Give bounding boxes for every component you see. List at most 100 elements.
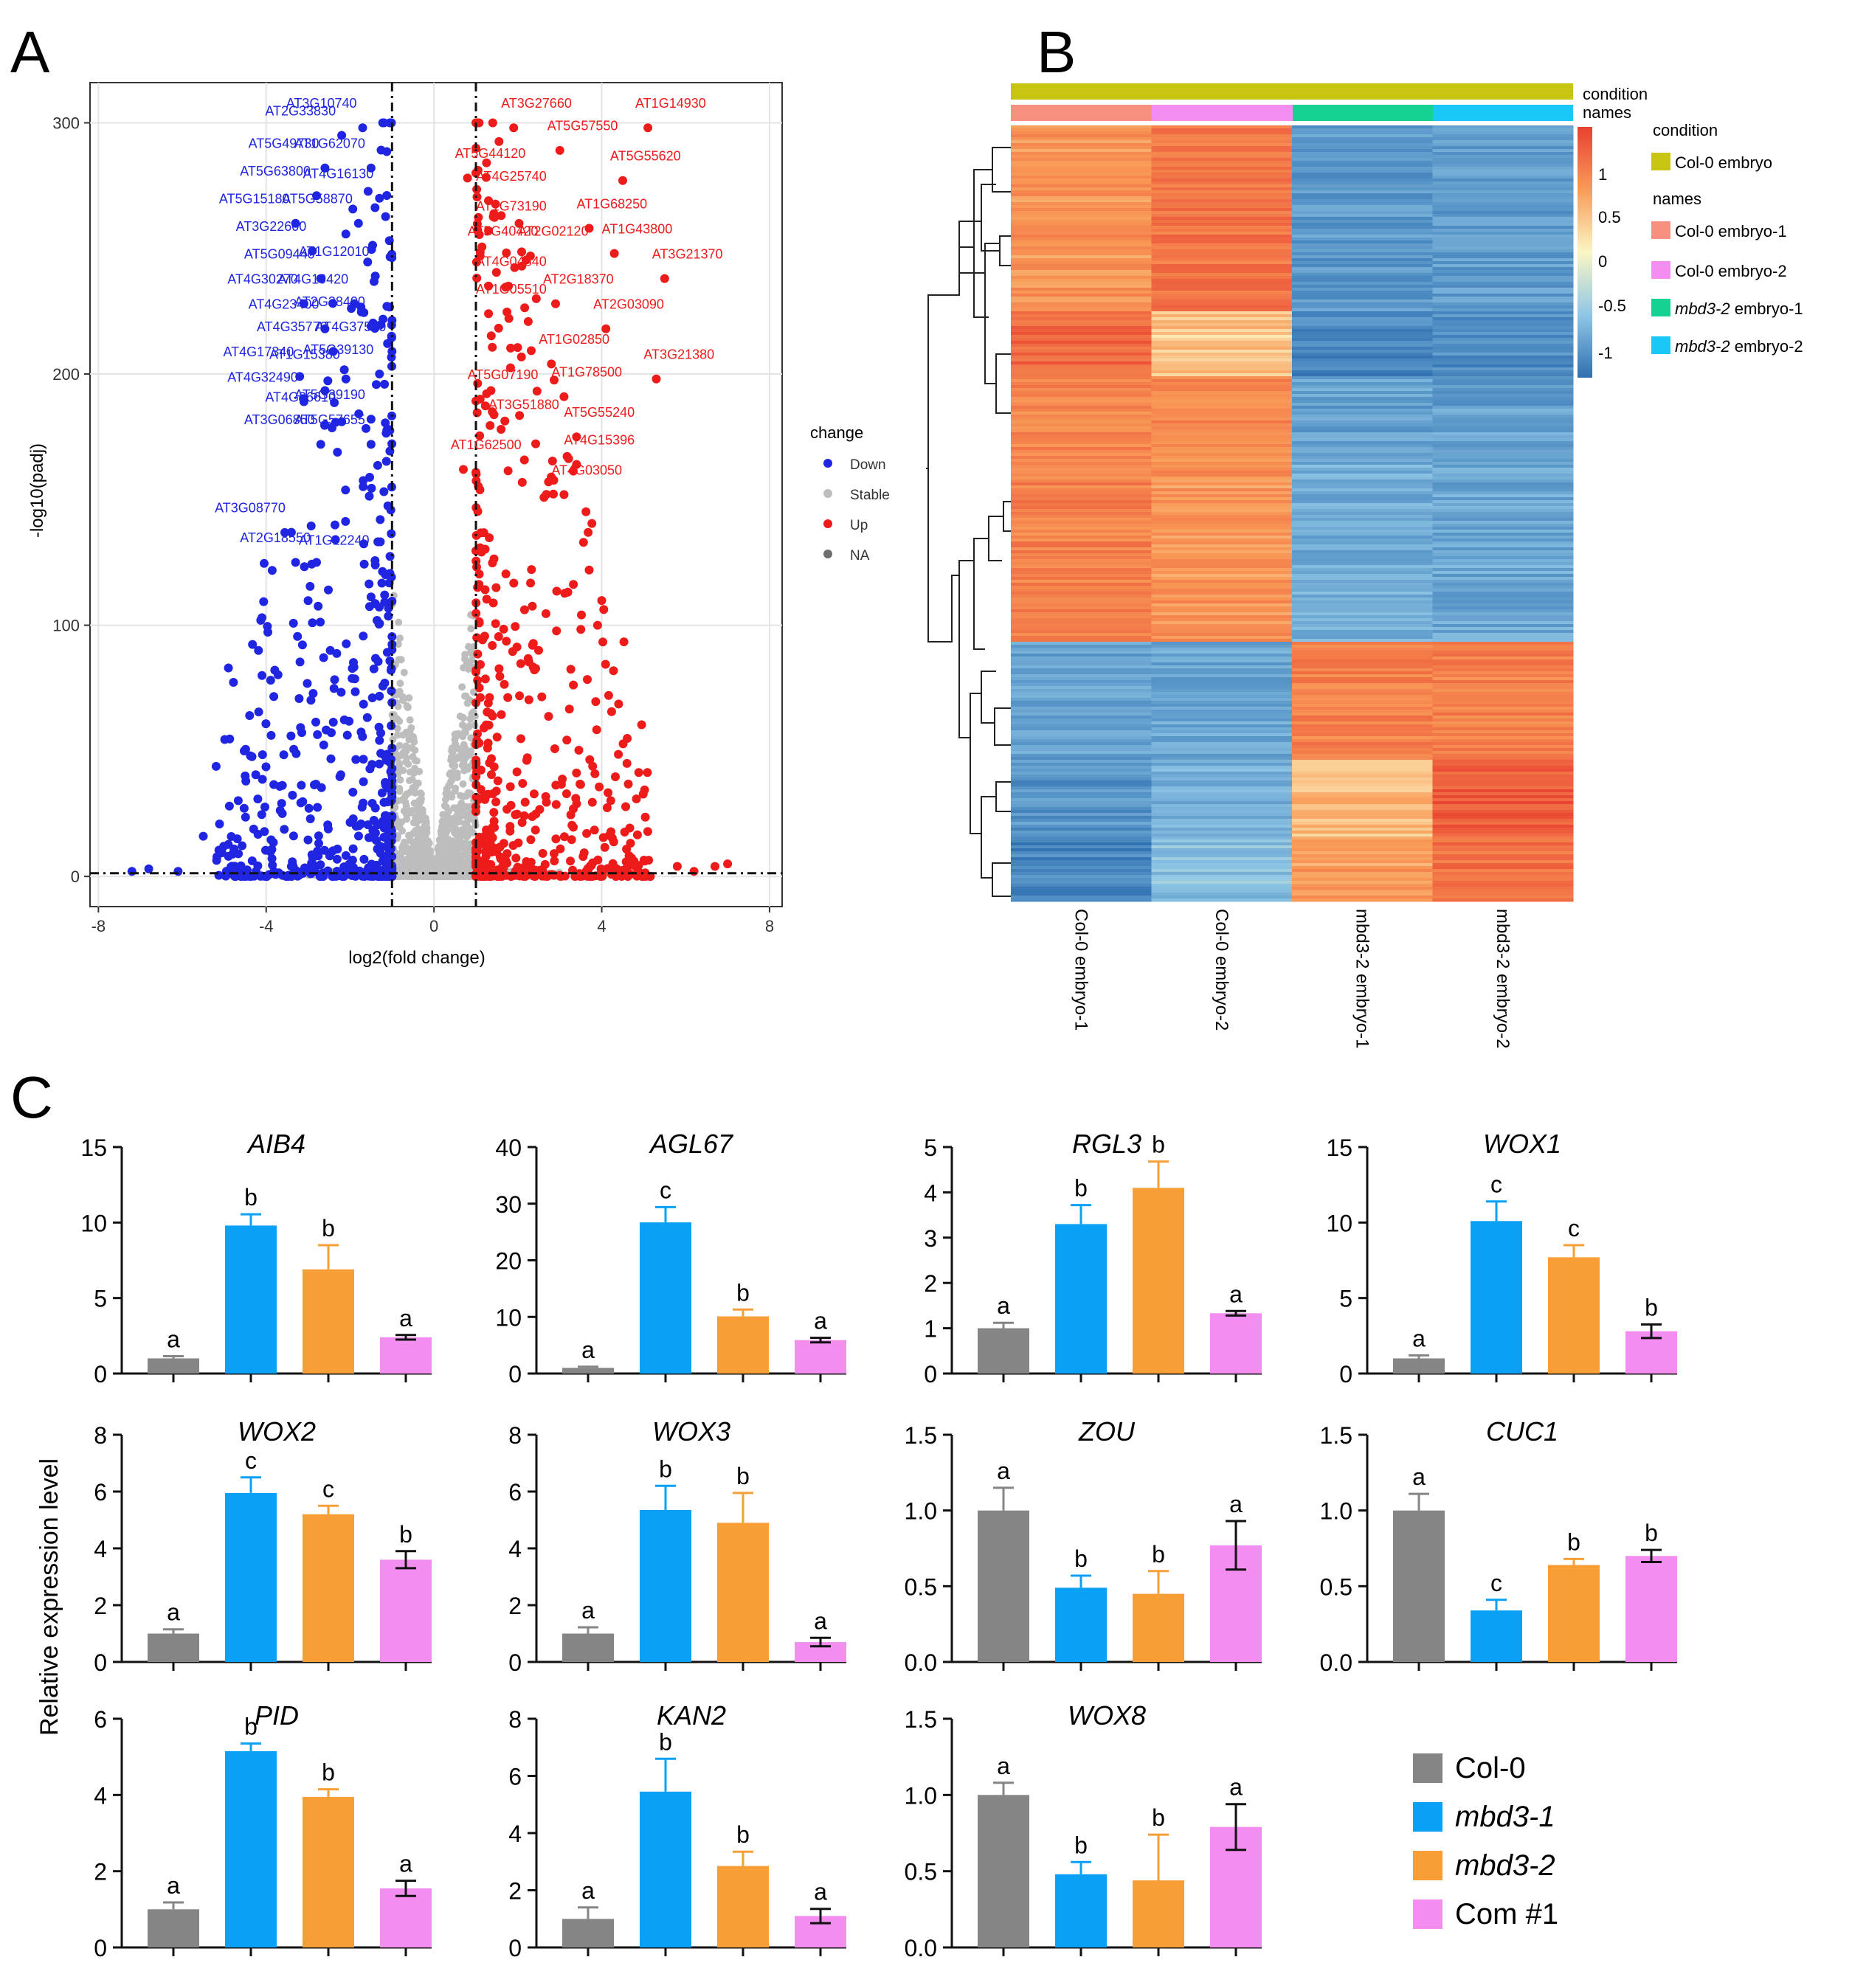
heatmap-cell xyxy=(1151,187,1293,191)
volcano-point xyxy=(306,522,316,530)
heatmap-cell xyxy=(1151,657,1293,660)
heatmap-cell xyxy=(1151,736,1293,740)
volcano-point xyxy=(311,780,321,789)
annotation-name-mbd32-2 xyxy=(1433,105,1573,121)
heatmap-cell xyxy=(1432,680,1574,684)
heatmap-cell xyxy=(1011,633,1152,637)
dendrogram-branch xyxy=(994,707,1011,746)
heatmap-cell xyxy=(1292,494,1433,498)
heatmap-cell xyxy=(1432,606,1574,610)
heatmap-cell xyxy=(1011,783,1152,787)
x-tick-label: 0 xyxy=(429,917,438,935)
heatmap-cell xyxy=(1011,727,1152,731)
heatmap-cell xyxy=(1432,409,1574,412)
heatmap-cell xyxy=(1011,444,1152,448)
heatmap-cell xyxy=(1292,698,1433,702)
heatmap-cell xyxy=(1151,243,1293,247)
chart-title: PID xyxy=(255,1700,299,1731)
significance-letter: a xyxy=(814,1879,827,1905)
heatmap-cell xyxy=(1292,786,1433,790)
heatmap-cell xyxy=(1292,642,1433,645)
legend-label-na: NA xyxy=(850,548,870,564)
chart-title: AGL67 xyxy=(649,1129,734,1159)
heatmap-cell xyxy=(1292,701,1433,704)
heatmap-cell xyxy=(1432,447,1574,451)
volcano-point xyxy=(634,768,643,777)
x-tick-label: 8 xyxy=(765,917,774,935)
heatmap-cell xyxy=(1432,724,1574,728)
heatmap-cell xyxy=(1292,329,1433,333)
heatmap-cell xyxy=(1011,202,1152,206)
volcano-point xyxy=(358,123,367,133)
volcano-point xyxy=(563,587,573,597)
heatmap-cell xyxy=(1432,170,1574,173)
heatmap-cell xyxy=(1151,131,1293,135)
heatmap-cell xyxy=(1432,353,1574,356)
volcano-point xyxy=(412,826,420,834)
heatmap-cell xyxy=(1151,465,1293,468)
volcano-point xyxy=(260,803,269,811)
volcano-point xyxy=(296,723,305,732)
volcano-point xyxy=(516,352,526,361)
heatmap-cell xyxy=(1151,680,1293,684)
volcano-point xyxy=(606,796,615,806)
heatmap-cell xyxy=(1432,232,1574,235)
volcano-point xyxy=(486,420,495,430)
bar xyxy=(380,1337,432,1374)
volcano-point xyxy=(423,839,430,847)
bar xyxy=(978,1510,1029,1662)
heatmap-cell xyxy=(1011,857,1152,861)
heatmap-cell xyxy=(1011,329,1152,333)
heatmap-cell xyxy=(1151,524,1293,527)
volcano-point xyxy=(288,831,298,841)
down-gene-label: AT5G39190 xyxy=(294,387,365,402)
heatmap-cell xyxy=(1432,689,1574,693)
volcano-point xyxy=(500,416,510,426)
bar xyxy=(303,1796,354,1947)
heatmap-cell xyxy=(1011,822,1152,825)
heatmap-cell xyxy=(1292,311,1433,315)
bar xyxy=(1210,1313,1262,1374)
volcano-point xyxy=(394,640,402,648)
heatmap-cell xyxy=(1432,208,1574,212)
volcano-point xyxy=(489,554,499,564)
heatmap-cell xyxy=(1432,562,1574,566)
heatmap-cell xyxy=(1151,226,1293,229)
heatmap-cell xyxy=(1151,831,1293,834)
volcano-point xyxy=(410,785,418,793)
volcano-point xyxy=(579,848,589,858)
heatmap-cell xyxy=(1432,521,1574,524)
heatmap-cell xyxy=(1432,391,1574,395)
heatmap-cell xyxy=(1011,742,1152,746)
heatmap-cell xyxy=(1432,406,1574,409)
heatmap-cell xyxy=(1432,598,1574,601)
y-tick-label: 2 xyxy=(924,1270,937,1297)
volcano-point xyxy=(436,846,444,854)
heatmap-cell xyxy=(1292,683,1433,687)
y-tick-label: 6 xyxy=(508,1764,522,1790)
volcano-point xyxy=(477,242,487,252)
volcano-point xyxy=(452,730,459,738)
heatmap-cell xyxy=(1151,556,1293,560)
bar xyxy=(1055,1874,1107,1947)
volcano-point xyxy=(524,695,533,704)
y-tick-label: 4 xyxy=(508,1536,522,1562)
volcano-point xyxy=(607,834,617,843)
significance-letter: b xyxy=(736,1821,750,1848)
heatmap-cell xyxy=(1432,500,1574,504)
volcano-point xyxy=(348,673,357,683)
heatmap-cell xyxy=(1011,302,1152,306)
volcano-point xyxy=(381,418,390,428)
volcano-point xyxy=(456,836,463,844)
up-gene-label: AT1G62500 xyxy=(451,437,522,452)
volcano-point xyxy=(297,780,306,790)
volcano-point xyxy=(572,799,581,808)
heatmap-cell xyxy=(1151,639,1293,643)
heatmap-cell xyxy=(1011,217,1152,221)
heatmap-cell xyxy=(1011,848,1152,852)
heatmap-cell xyxy=(1151,777,1293,781)
heatmap-cell xyxy=(1011,627,1152,631)
heatmap-cell xyxy=(1432,282,1574,285)
y-tick-label: 0 xyxy=(1339,1361,1352,1388)
volcano-point xyxy=(370,203,380,212)
